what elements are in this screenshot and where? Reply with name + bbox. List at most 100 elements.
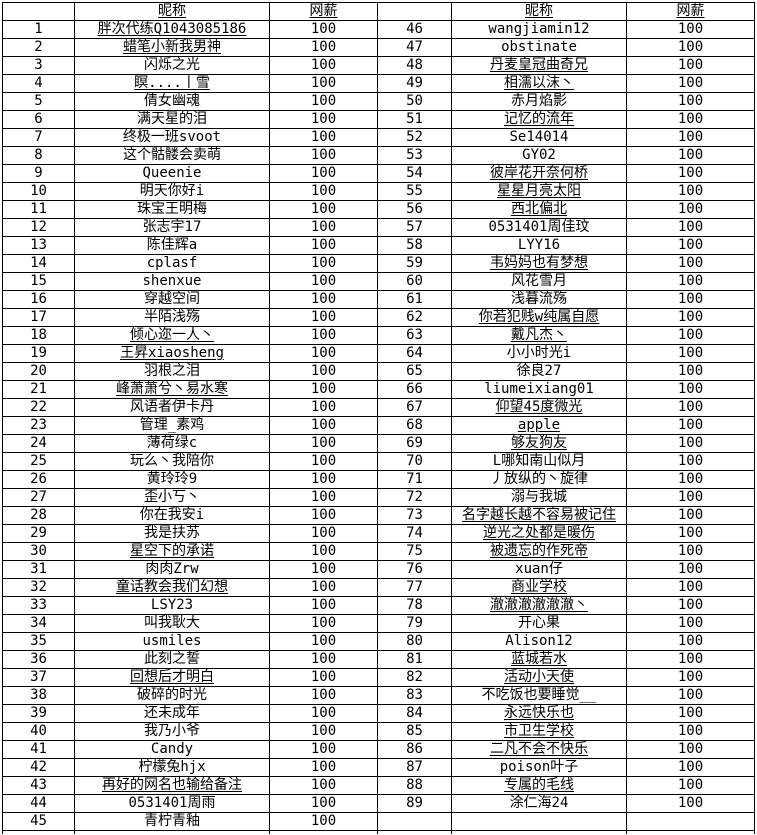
pay-cell-right: 100 bbox=[626, 236, 755, 255]
table-row: 5 倩女幽魂 100 50 赤月焰影 100 bbox=[2, 92, 755, 111]
nickname-cell-left: 肉肉Zrw bbox=[74, 560, 270, 579]
row-number-right: 46 bbox=[377, 20, 452, 39]
row-number-left: 25 bbox=[2, 452, 75, 471]
row-number-right: 89 bbox=[377, 794, 452, 813]
table-row: 23 管理_素鸡 100 68 apple 100 bbox=[2, 416, 755, 435]
pay-cell-left: 100 bbox=[269, 722, 378, 741]
row-number-left: 13 bbox=[2, 236, 75, 255]
nickname-cell-left: 蜡笔小新我男神 bbox=[74, 38, 270, 57]
nickname-cell-right: GY02 bbox=[451, 146, 627, 165]
table-row: 32 童话教会我们幻想 100 77 商业学校 100 bbox=[2, 578, 755, 597]
table-row: 36 此刻之誓 100 81 蓝城若水 100 bbox=[2, 650, 755, 669]
table-row: 10 明天你好i 100 55 星星月亮太阳 100 bbox=[2, 182, 755, 201]
row-number-left: 20 bbox=[2, 362, 75, 381]
nickname-cell-left: 明天你好i bbox=[74, 182, 270, 201]
row-number-right: 49 bbox=[377, 74, 452, 93]
row-number-right: 50 bbox=[377, 92, 452, 111]
nickname-cell-right: 相濡以沫丶 bbox=[451, 74, 627, 93]
row-number-left: 44 bbox=[2, 794, 75, 813]
pay-cell-right: 100 bbox=[626, 632, 755, 651]
table-row: 3 闪烁之光 100 48 丹麦皇冠曲奇兄 100 bbox=[2, 56, 755, 75]
nickname-cell-left: 陈佳辉a bbox=[74, 236, 270, 255]
row-number-right: 61 bbox=[377, 290, 452, 309]
row-number-left: 40 bbox=[2, 722, 75, 741]
nickname-cell-left: 还未成年 bbox=[74, 704, 270, 723]
table-row: 29 我是扶苏 100 74 逆光之处都是暖伤 100 bbox=[2, 524, 755, 543]
nickname-cell-left: cplasf bbox=[74, 254, 270, 273]
nickname-cell-right: 丿放纵的丶旋律 bbox=[451, 470, 627, 489]
row-number-right: 87 bbox=[377, 758, 452, 777]
pay-cell-left: 100 bbox=[269, 560, 378, 579]
pay-cell-left: 100 bbox=[269, 380, 378, 399]
pay-cell-right: 100 bbox=[626, 470, 755, 489]
nickname-cell-right: obstinate bbox=[451, 38, 627, 57]
table-row: 1 胖次代练Q1043085186 100 46 wangjiamin12 100 bbox=[2, 20, 755, 39]
nickname-cell-left: 薄荷绿c bbox=[74, 434, 270, 453]
nickname-cell-right: 够友狗友 bbox=[451, 434, 627, 453]
row-number-right: 78 bbox=[377, 596, 452, 615]
table-row: 17 半陌浅殇 100 62 你若犯贱w纯属自愿 100 bbox=[2, 308, 755, 327]
pay-cell-right: 100 bbox=[626, 254, 755, 273]
table-row: 20 羽根之泪 100 65 徐良27 100 bbox=[2, 362, 755, 381]
pay-cell-right: 100 bbox=[626, 344, 755, 363]
row-number-right: 86 bbox=[377, 740, 452, 759]
pay-cell-left: 100 bbox=[269, 776, 378, 795]
pay-cell-left: 100 bbox=[269, 272, 378, 291]
pay-cell-left: 100 bbox=[269, 416, 378, 435]
pay-cell-left: 100 bbox=[269, 470, 378, 489]
table-row: 42 柠檬兔hjx 100 87 poison叶子 100 bbox=[2, 758, 755, 777]
nickname-cell-right: 赤月焰影 bbox=[451, 92, 627, 111]
table-row: 6 满天星的泪 100 51 记忆的流年 100 bbox=[2, 110, 755, 129]
nickname-cell-left: 羽根之泪 bbox=[74, 362, 270, 381]
nickname-cell-left: shenxue bbox=[74, 272, 270, 291]
header-pay-right: 网薪 bbox=[626, 2, 755, 21]
row-number-left: 39 bbox=[2, 704, 75, 723]
table-row: 45 青柠青釉 100 bbox=[2, 812, 755, 831]
row-number-left: 45 bbox=[2, 812, 75, 831]
row-number-left: 3 bbox=[2, 56, 75, 75]
row-number-left: 14 bbox=[2, 254, 75, 273]
nickname-cell-right: 活动小天使 bbox=[451, 668, 627, 687]
table-row: 12 张志宇17 100 57 0531401周佳玟 100 bbox=[2, 218, 755, 237]
row-number-left: 21 bbox=[2, 380, 75, 399]
pay-cell-left: 100 bbox=[269, 614, 378, 633]
nickname-cell-left: LSY23 bbox=[74, 596, 270, 615]
table-row: 37 回想后才明白 100 82 活动小天使 100 bbox=[2, 668, 755, 687]
pay-cell-left: 100 bbox=[269, 110, 378, 129]
row-number-left: 8 bbox=[2, 146, 75, 165]
nickname-cell-left: usmiles bbox=[74, 632, 270, 651]
nickname-cell-right: 被遗忘的作死帝 bbox=[451, 542, 627, 561]
nickname-cell-right: 商业学校 bbox=[451, 578, 627, 597]
nickname-cell-left: 我是扶苏 bbox=[74, 524, 270, 543]
row-number-right: 65 bbox=[377, 362, 452, 381]
table-row: 4 瞑....丨雪 100 49 相濡以沫丶 100 bbox=[2, 74, 755, 93]
row-number-right: 81 bbox=[377, 650, 452, 669]
row-number-left: 27 bbox=[2, 488, 75, 507]
nickname-cell-left: 这个骷髅会卖萌 bbox=[74, 146, 270, 165]
nickname-cell-right: 专属的毛线 bbox=[451, 776, 627, 795]
nickname-cell-right: wangjiamin12 bbox=[451, 20, 627, 39]
nickname-cell-right: 浅暮流殇 bbox=[451, 290, 627, 309]
pay-cell-left: 100 bbox=[269, 308, 378, 327]
header-pay-left: 网薪 bbox=[269, 2, 378, 21]
header-row: 昵称 网薪 昵称 网薪 bbox=[2, 2, 755, 21]
nickname-cell-right: 韦妈妈也有梦想 bbox=[451, 254, 627, 273]
row-number-right: 53 bbox=[377, 146, 452, 165]
row-number-left: 38 bbox=[2, 686, 75, 705]
pay-cell-left: 100 bbox=[269, 326, 378, 345]
pay-cell-left: 100 bbox=[269, 182, 378, 201]
pay-cell-right: 100 bbox=[626, 362, 755, 381]
nickname-cell-right: 蓝城若水 bbox=[451, 650, 627, 669]
row-number-right: 64 bbox=[377, 344, 452, 363]
row-number-right: 67 bbox=[377, 398, 452, 417]
nickname-cell-right: 风花雪月 bbox=[451, 272, 627, 291]
row-number-left: 37 bbox=[2, 668, 75, 687]
pay-cell-right: 100 bbox=[626, 794, 755, 813]
nickname-cell-right: poison叶子 bbox=[451, 758, 627, 777]
row-number-right: 47 bbox=[377, 38, 452, 57]
row-number-left: 31 bbox=[2, 560, 75, 579]
pay-cell-right: 100 bbox=[626, 596, 755, 615]
pay-cell-left: 100 bbox=[269, 578, 378, 597]
pay-cell-right: 100 bbox=[626, 506, 755, 525]
table-row: 40 我乃小爷 100 85 市卫生学校 100 bbox=[2, 722, 755, 741]
